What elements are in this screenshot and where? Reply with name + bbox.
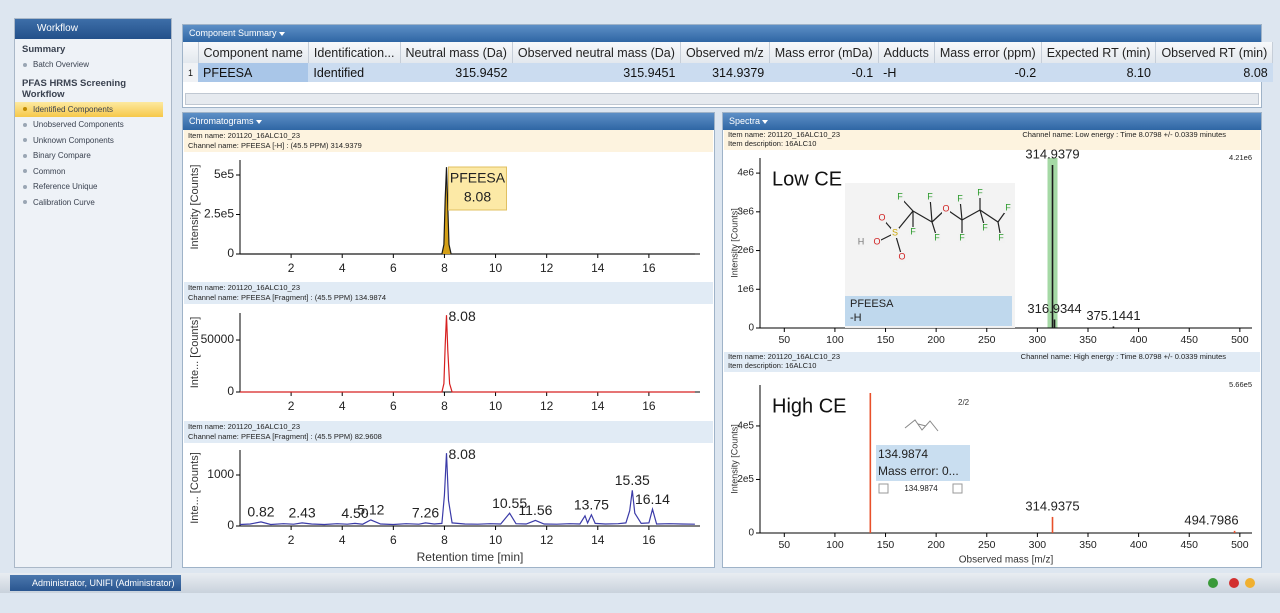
cell: 8.10 [1041,63,1156,82]
cell: Identified [308,63,400,82]
column-header[interactable]: Observed m/z [680,42,770,63]
workflow-item[interactable]: Reference Unique [15,179,171,195]
sidebar-title[interactable]: Workflow [15,19,171,39]
workflow-item[interactable]: Calibration Curve [15,195,171,211]
row-number: 1 [183,63,199,82]
column-header[interactable]: Component name [198,42,309,63]
bullet [23,122,27,127]
column-header[interactable]: Expected RT (min) [1041,42,1157,63]
workflow-item[interactable]: Unobserved Components [15,117,171,133]
cell: 314.9379 [680,63,770,82]
bullet [23,153,27,158]
bullet [23,169,27,174]
user-label[interactable]: Administrator, UNIFI (Administrator) [10,575,181,591]
item-label: Identified Components [33,104,114,114]
column-header[interactable]: Observed RT (min) [1155,42,1274,63]
workflow-item[interactable]: Unknown Components [15,133,171,149]
workflow-item[interactable]: Common [15,164,171,180]
sidebar-list: Summary Batch Overview PFAS HRMS Screening… [15,39,171,210]
header-row: Component name Identification... Neutral m… [183,42,1274,63]
cell: -0.2 [934,63,1042,82]
item-label: Reference Unique [33,182,98,191]
chromatograms-panel: Chromatograms [182,112,715,568]
data-row[interactable]: 1 PFEESA Identified 315.9452 315.9451 314.937… [183,63,1273,82]
panel-title: Chromatograms [189,116,254,126]
workflow-item[interactable]: Identified Components [15,101,163,117]
bullet [23,107,27,112]
bullet [23,184,27,189]
cell: -0.1 [769,63,879,82]
spectra-panel: Spectra [722,112,1262,568]
workflow-item[interactable]: Binary Compare [15,148,171,164]
panel-header[interactable]: Component Summary [183,25,1261,42]
column-header[interactable]: Mass error (mDa) [769,42,879,63]
corner-cell [183,42,199,63]
column-header[interactable]: Observed neutral mass (Da) [512,42,681,63]
component-summary-panel: Component Summary Component name Identifi… [182,24,1274,108]
item-label: Unknown Components [33,135,114,145]
panel-header[interactable]: Chromatograms [183,113,714,130]
dropdown-icon [278,31,285,36]
status-bar [0,573,1280,593]
panel-header[interactable]: Spectra [723,113,1261,130]
section-heading: PFAS HRMS Screening Workflow [22,77,126,100]
item-label: Binary Compare [33,151,91,160]
cell: 315.9452 [400,63,513,82]
cell: PFEESA [198,63,309,82]
dropdown-icon [255,119,262,124]
workflow-sidebar: Workflow Summary Batch Overview PFAS HRMS … [14,18,172,568]
panel-title: Component Summary [189,28,277,38]
section-heading: Summary [22,44,66,55]
bullet [23,138,27,143]
column-header[interactable]: Mass error (ppm) [934,42,1042,63]
column-header[interactable]: Identification... [308,42,401,63]
component-table: Component name Identification... Neutral m… [183,42,1274,82]
dropdown-icon [762,119,769,124]
item-label: Calibration Curve [33,197,95,207]
column-header[interactable]: Neutral mass (Da) [400,42,513,63]
panel-title: Spectra [729,116,761,126]
cell: 8.08 [1155,63,1273,82]
column-header[interactable]: Adducts [878,42,935,63]
item-label: Common [33,166,66,176]
workflow-item[interactable]: Batch Overview [15,57,171,73]
cell: -H [878,63,935,82]
item-label: Unobserved Components [33,120,124,129]
cell: 315.9451 [512,63,681,82]
bullet [23,200,27,205]
item-label: Batch Overview [33,60,90,69]
scrollbar[interactable] [185,93,1259,105]
bullet [23,62,27,67]
